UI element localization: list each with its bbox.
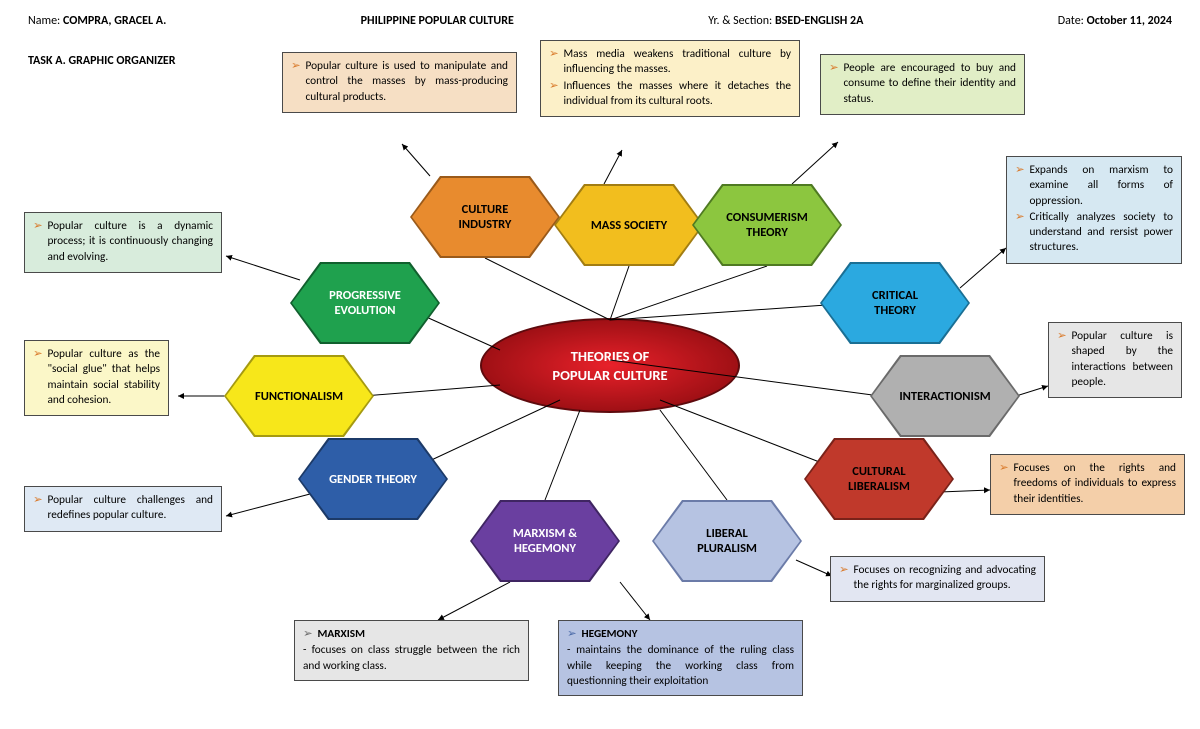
center-oval: THEORIES OFPOPULAR CULTURE (480, 318, 740, 413)
note-n-progressive: ➢Popular culture is a dynamic process; i… (24, 212, 222, 273)
hex-gender-theory: GENDER THEORY (298, 438, 448, 520)
note-n-consumerism: ➢People are encouraged to buy and consum… (820, 54, 1025, 115)
name-field: Name: COMPRA, GRACEL A. (28, 14, 166, 28)
note-n-critical: ➢Expands on marxism to examine all forms… (1006, 156, 1182, 264)
hex-cultural-liberalism: CULTURALLIBERALISM (804, 438, 954, 520)
hex-culture-industry: CULTUREINDUSTRY (410, 176, 560, 258)
hex-interactionism: INTERACTIONISM (870, 355, 1020, 437)
course-title: PHILIPPINE POPULAR CULTURE (361, 14, 514, 28)
page-header: Name: COMPRA, GRACEL A. PHILIPPINE POPUL… (28, 14, 1172, 28)
hex-mass-society: MASS SOCIETY (554, 184, 704, 266)
hex-liberal-pluralism: LIBERALPLURALISM (652, 500, 802, 582)
task-label: TASK A. GRAPHIC ORGANIZER (28, 54, 176, 68)
hex-marxism-hegemony: MARXISM &HEGEMONY (470, 500, 620, 582)
note-n-mass-society: ➢Mass media weakens traditional culture … (540, 40, 800, 117)
section-field: Yr. & Section: BSED-ENGLISH 2A (708, 14, 863, 28)
note-n-gender: ➢Popular culture challenges and redefine… (24, 486, 222, 532)
note-n-interactionism: ➢Popular culture is shaped by the intera… (1048, 322, 1182, 398)
note-n-functionalism: ➢Popular culture as the "social glue" th… (24, 340, 169, 416)
note-n-hegemony: ➢HEGEMONY- maintains the dominance of th… (558, 620, 803, 696)
note-n-liberal-plural: ➢Focuses on recognizing and advocating t… (830, 556, 1045, 602)
note-n-culture-industry: ➢Popular culture is used to manipulate a… (282, 52, 517, 113)
hex-progressive-evo: PROGRESSIVEEVOLUTION (290, 262, 440, 344)
hex-critical-theory: CRITICALTHEORY (820, 262, 970, 344)
note-n-cultural-lib: ➢Focuses on the rights and freedoms of i… (990, 454, 1185, 515)
hex-consumerism: CONSUMERISMTHEORY (692, 184, 842, 266)
note-n-marxism: ➢MARXISM- focuses on class struggle betw… (294, 620, 529, 681)
hex-functionalism: FUNCTIONALISM (224, 355, 374, 437)
date-field: Date: October 11, 2024 (1058, 14, 1172, 28)
